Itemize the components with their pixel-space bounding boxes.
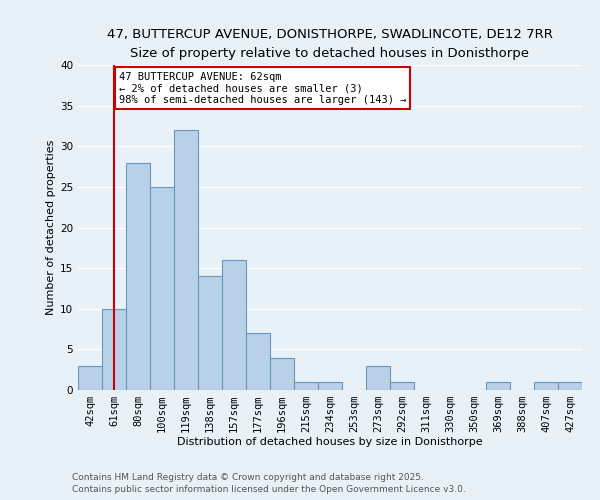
Bar — [486, 382, 510, 390]
Bar — [198, 276, 222, 390]
Bar — [222, 260, 246, 390]
Y-axis label: Number of detached properties: Number of detached properties — [46, 140, 56, 315]
Text: Contains HM Land Registry data © Crown copyright and database right 2025.
Contai: Contains HM Land Registry data © Crown c… — [72, 472, 466, 494]
Bar — [78, 366, 102, 390]
Bar — [366, 366, 390, 390]
Bar — [318, 382, 342, 390]
Bar — [270, 358, 294, 390]
Title: 47, BUTTERCUP AVENUE, DONISTHORPE, SWADLINCOTE, DE12 7RR
Size of property relati: 47, BUTTERCUP AVENUE, DONISTHORPE, SWADL… — [107, 28, 553, 60]
X-axis label: Distribution of detached houses by size in Donisthorpe: Distribution of detached houses by size … — [177, 436, 483, 446]
Bar — [246, 333, 270, 390]
Bar — [294, 382, 318, 390]
Bar — [102, 308, 126, 390]
Bar — [558, 382, 582, 390]
Text: 47 BUTTERCUP AVENUE: 62sqm
← 2% of detached houses are smaller (3)
98% of semi-d: 47 BUTTERCUP AVENUE: 62sqm ← 2% of detac… — [119, 72, 406, 104]
Bar — [126, 162, 150, 390]
Bar — [534, 382, 558, 390]
Bar — [174, 130, 198, 390]
Bar — [150, 187, 174, 390]
Bar — [390, 382, 414, 390]
